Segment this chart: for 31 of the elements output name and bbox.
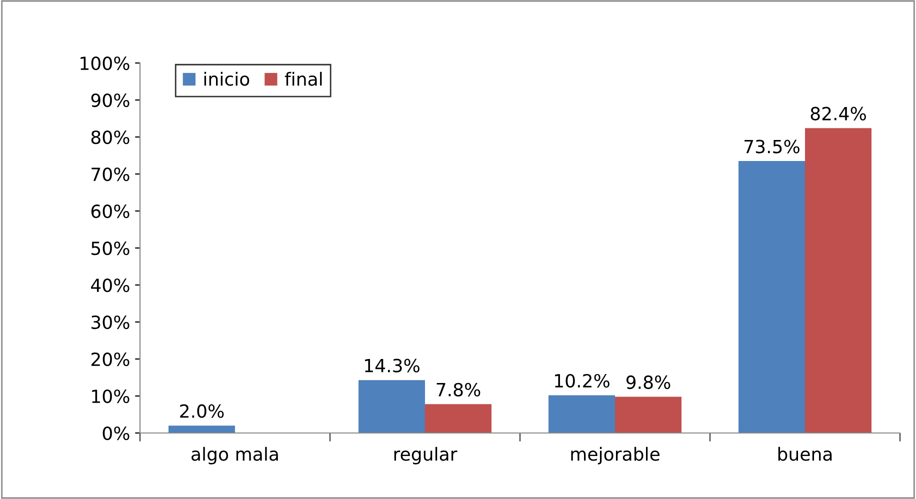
legend-label: final: [284, 72, 322, 86]
y-tick-label: 30%: [92, 315, 130, 330]
bar: [425, 404, 492, 433]
data-label: 73.5%: [744, 140, 800, 154]
y-tick-label: 80%: [91, 130, 130, 144]
bar: [805, 128, 872, 433]
bar: [548, 395, 615, 433]
data-label: 7.8%: [436, 382, 480, 396]
bar: [358, 380, 425, 433]
data-label: 14.3%: [365, 358, 420, 372]
y-tick-label: 90%: [91, 93, 130, 108]
x-tick-label: buena: [778, 446, 832, 461]
data-label: 2.0%: [180, 404, 224, 418]
data-label: 9.8%: [626, 375, 670, 390]
y-tick-label: 0%: [102, 426, 130, 440]
x-tick-label: algo mala: [192, 446, 278, 464]
data-label: 10.2%: [555, 374, 610, 388]
y-tick-label: 100%: [80, 56, 130, 70]
y-tick-label: 50%: [92, 241, 130, 256]
bar: [168, 426, 235, 433]
legend-label: inicio: [204, 72, 250, 86]
y-tick-label: 10%: [92, 389, 130, 404]
data-label: 82.4%: [810, 106, 866, 120]
y-tick-label: 40%: [91, 278, 130, 292]
bar: [738, 161, 805, 433]
y-tick-label: 70%: [92, 167, 130, 182]
x-tick-label: mejorable: [571, 446, 660, 464]
bar: [615, 396, 682, 433]
y-tick-label: 60%: [91, 204, 130, 218]
y-tick-label: 20%: [91, 352, 130, 366]
x-tick-label: regular: [394, 446, 458, 464]
